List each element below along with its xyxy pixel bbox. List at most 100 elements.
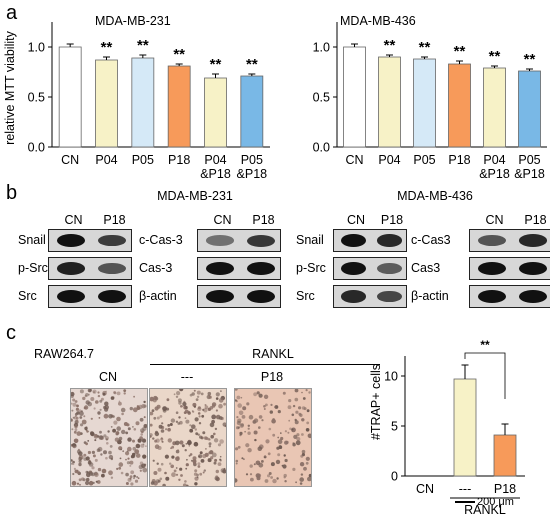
significance-marker: **	[524, 51, 536, 68]
protein-band	[341, 234, 366, 247]
bar	[518, 70, 541, 148]
x-tick-label: CN	[61, 153, 79, 167]
blot-row-label: Snail	[18, 233, 46, 247]
significance-marker: **	[489, 48, 501, 65]
x-tick-label: P05	[518, 153, 540, 167]
micrograph-image	[149, 388, 227, 487]
bar	[343, 46, 366, 148]
blot-strip	[333, 257, 407, 280]
protein-band	[377, 234, 402, 247]
y-tick-label: 1.0	[28, 41, 45, 55]
bar	[167, 65, 191, 148]
blot-strip	[333, 229, 407, 252]
blot-strip	[48, 257, 132, 280]
bar	[204, 77, 227, 148]
y-tick-label: 5	[391, 420, 398, 434]
x-tick-label: P05	[132, 153, 154, 167]
protein-band	[519, 262, 548, 275]
blot-row-label: Snail	[296, 233, 324, 247]
blot-row-label: β-actin	[139, 289, 177, 303]
micrograph-label: P18	[260, 370, 284, 384]
x-tick-label: &P18	[237, 167, 268, 181]
y-tick-label: 0.0	[28, 141, 45, 155]
x-tick-label: P05	[241, 153, 263, 167]
significance-marker: **	[384, 37, 396, 54]
scale-bar-text: 200 μm	[477, 496, 514, 508]
blot-row-label: Src	[296, 289, 315, 303]
x-tick-label: P18	[448, 153, 470, 167]
x-tick-label: P05	[413, 153, 435, 167]
blot-column-label: CN	[213, 213, 232, 227]
significance-marker: **	[210, 56, 222, 73]
significance-marker: **	[246, 56, 258, 73]
significance-bracket	[464, 352, 506, 399]
blot-row-label: c-Cas-3	[139, 233, 183, 247]
y-axis-label: #TRAP+ cells	[369, 364, 383, 440]
protein-band	[57, 234, 86, 247]
y-tick-label: 0.0	[313, 141, 330, 155]
y-tick-label: 10	[384, 370, 398, 384]
significance-marker: **	[454, 43, 466, 60]
blot-strip	[197, 257, 281, 280]
bar	[483, 67, 506, 148]
bar	[453, 378, 477, 477]
significance-marker: **	[173, 46, 185, 63]
blot-column-label: P18	[252, 213, 275, 227]
x-tick-label: P04	[204, 153, 226, 167]
protein-band	[341, 290, 366, 303]
bar	[448, 63, 471, 148]
protein-band	[98, 290, 127, 303]
blot-strip	[469, 257, 550, 280]
cell-line-label: RAW264.7	[34, 347, 94, 361]
blot-row-label: Src	[18, 289, 37, 303]
x-tick-label: P04	[95, 153, 117, 167]
x-tick-label: P04	[483, 153, 505, 167]
blot-column-label: P18	[524, 213, 547, 227]
blot-strip	[197, 229, 281, 252]
significance-marker: **	[480, 338, 490, 352]
x-tick-label: &P18	[479, 167, 510, 181]
protein-band	[206, 290, 235, 303]
blot-title: MDA-MB-436	[397, 189, 473, 203]
blot-strip	[469, 229, 550, 252]
blot-row-label: Cas-3	[139, 261, 173, 275]
micrograph-label: ---	[180, 370, 194, 384]
protein-band	[98, 262, 127, 275]
x-tick-label: P18	[494, 482, 516, 496]
blot-column-label: CN	[346, 213, 366, 227]
significance-marker: **	[419, 39, 431, 56]
y-tick-label: 0.5	[313, 91, 330, 105]
protein-band	[478, 290, 507, 303]
blot-row-label: Cas3	[411, 261, 441, 275]
rankl-group-label: RANKL	[464, 503, 506, 517]
y-tick-label: 0.5	[28, 91, 45, 105]
micrograph-cells	[150, 389, 226, 486]
scale-bar-label: 200 μm	[455, 496, 514, 508]
blot-column-label: P18	[380, 213, 404, 227]
blot-strip	[48, 229, 132, 252]
blot-strip	[469, 285, 550, 308]
protein-band	[377, 263, 402, 274]
x-tick-label: P18	[168, 153, 190, 167]
protein-band	[57, 290, 86, 303]
blot-column-label: CN	[485, 213, 504, 227]
x-tick-label: CN	[345, 153, 363, 167]
blot-title: MDA-MB-231	[157, 189, 233, 203]
blot-strip	[48, 285, 132, 308]
rankl-group-line	[150, 364, 380, 365]
x-tick-label: &P18	[200, 167, 231, 181]
micrograph-label: CN	[98, 370, 118, 384]
blot-column-label: CN	[64, 213, 83, 227]
trap-cells-chart: #TRAP+ cells 0 5 10 CN --- P18 ** RANKL	[369, 338, 525, 517]
blot-row-label: β-actin	[411, 289, 449, 303]
blot-strip	[333, 285, 407, 308]
rankl-group-label: RANKL	[252, 347, 294, 361]
protein-band	[206, 262, 235, 275]
x-tick-label: CN	[416, 482, 434, 496]
y-axis-label: relative MTT viability	[3, 30, 17, 144]
bar	[413, 58, 436, 148]
blot-row-label: p-Src	[18, 261, 48, 275]
x-tick-label: &P18	[514, 167, 545, 181]
protein-band	[247, 234, 276, 247]
blot-row-label: c-Cas3	[411, 233, 451, 247]
